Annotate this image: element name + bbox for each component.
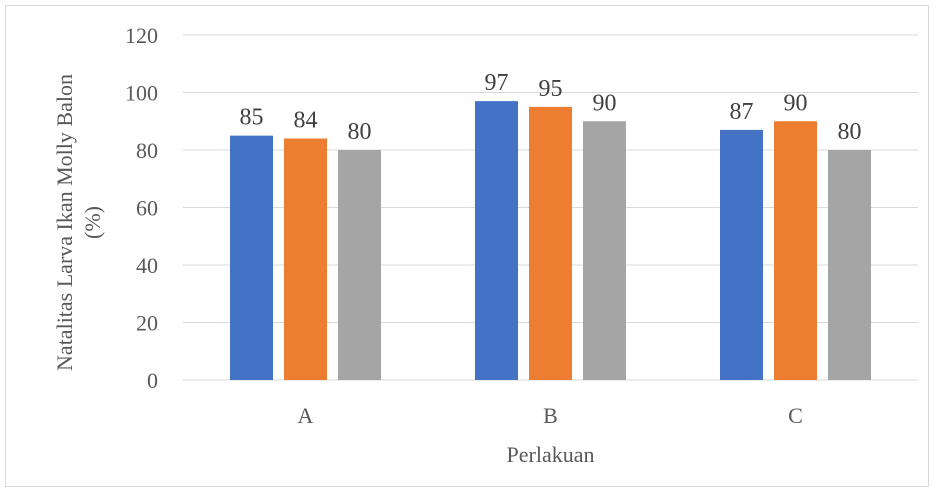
bar (583, 121, 626, 380)
bar (529, 106, 572, 380)
x-tick-label: A (298, 403, 314, 428)
y-tick-label: 40 (136, 253, 158, 278)
data-label: 90 (593, 90, 617, 116)
bar (720, 129, 763, 380)
x-axis-ticks: A B C (298, 403, 803, 428)
x-axis-title: Perlakuan (507, 442, 595, 467)
y-tick-label: 100 (125, 81, 158, 106)
y-tick-label: 0 (147, 368, 158, 393)
data-labels: 85 84 80 97 95 90 87 90 80 (240, 70, 862, 145)
bar (475, 101, 518, 380)
y-axis-title-line2: (%) (80, 206, 105, 239)
bar (828, 150, 871, 380)
x-tick-label: C (788, 403, 803, 428)
y-tick-label: 80 (136, 138, 158, 163)
bar (774, 121, 817, 380)
data-label: 90 (784, 90, 808, 116)
y-tick-label: 20 (136, 311, 158, 336)
y-tick-label: 60 (136, 196, 158, 221)
bars (230, 101, 871, 380)
data-label: 87 (730, 99, 754, 125)
data-label: 95 (539, 76, 563, 102)
y-axis-title: Natalitas Larva Ikan Molly Balon (%) (52, 74, 105, 371)
data-label: 80 (838, 119, 862, 145)
data-label: 80 (348, 119, 372, 145)
data-label: 97 (485, 70, 509, 96)
y-axis-ticks: 0 20 40 60 80 100 120 (125, 23, 158, 393)
bar (230, 135, 273, 380)
bar (338, 150, 381, 380)
y-tick-label: 120 (125, 23, 158, 48)
data-label: 85 (240, 105, 264, 131)
x-tick-label: B (543, 403, 558, 428)
data-label: 84 (294, 108, 318, 134)
y-axis-title-line1: Natalitas Larva Ikan Molly Balon (52, 74, 77, 371)
bar (284, 138, 327, 380)
